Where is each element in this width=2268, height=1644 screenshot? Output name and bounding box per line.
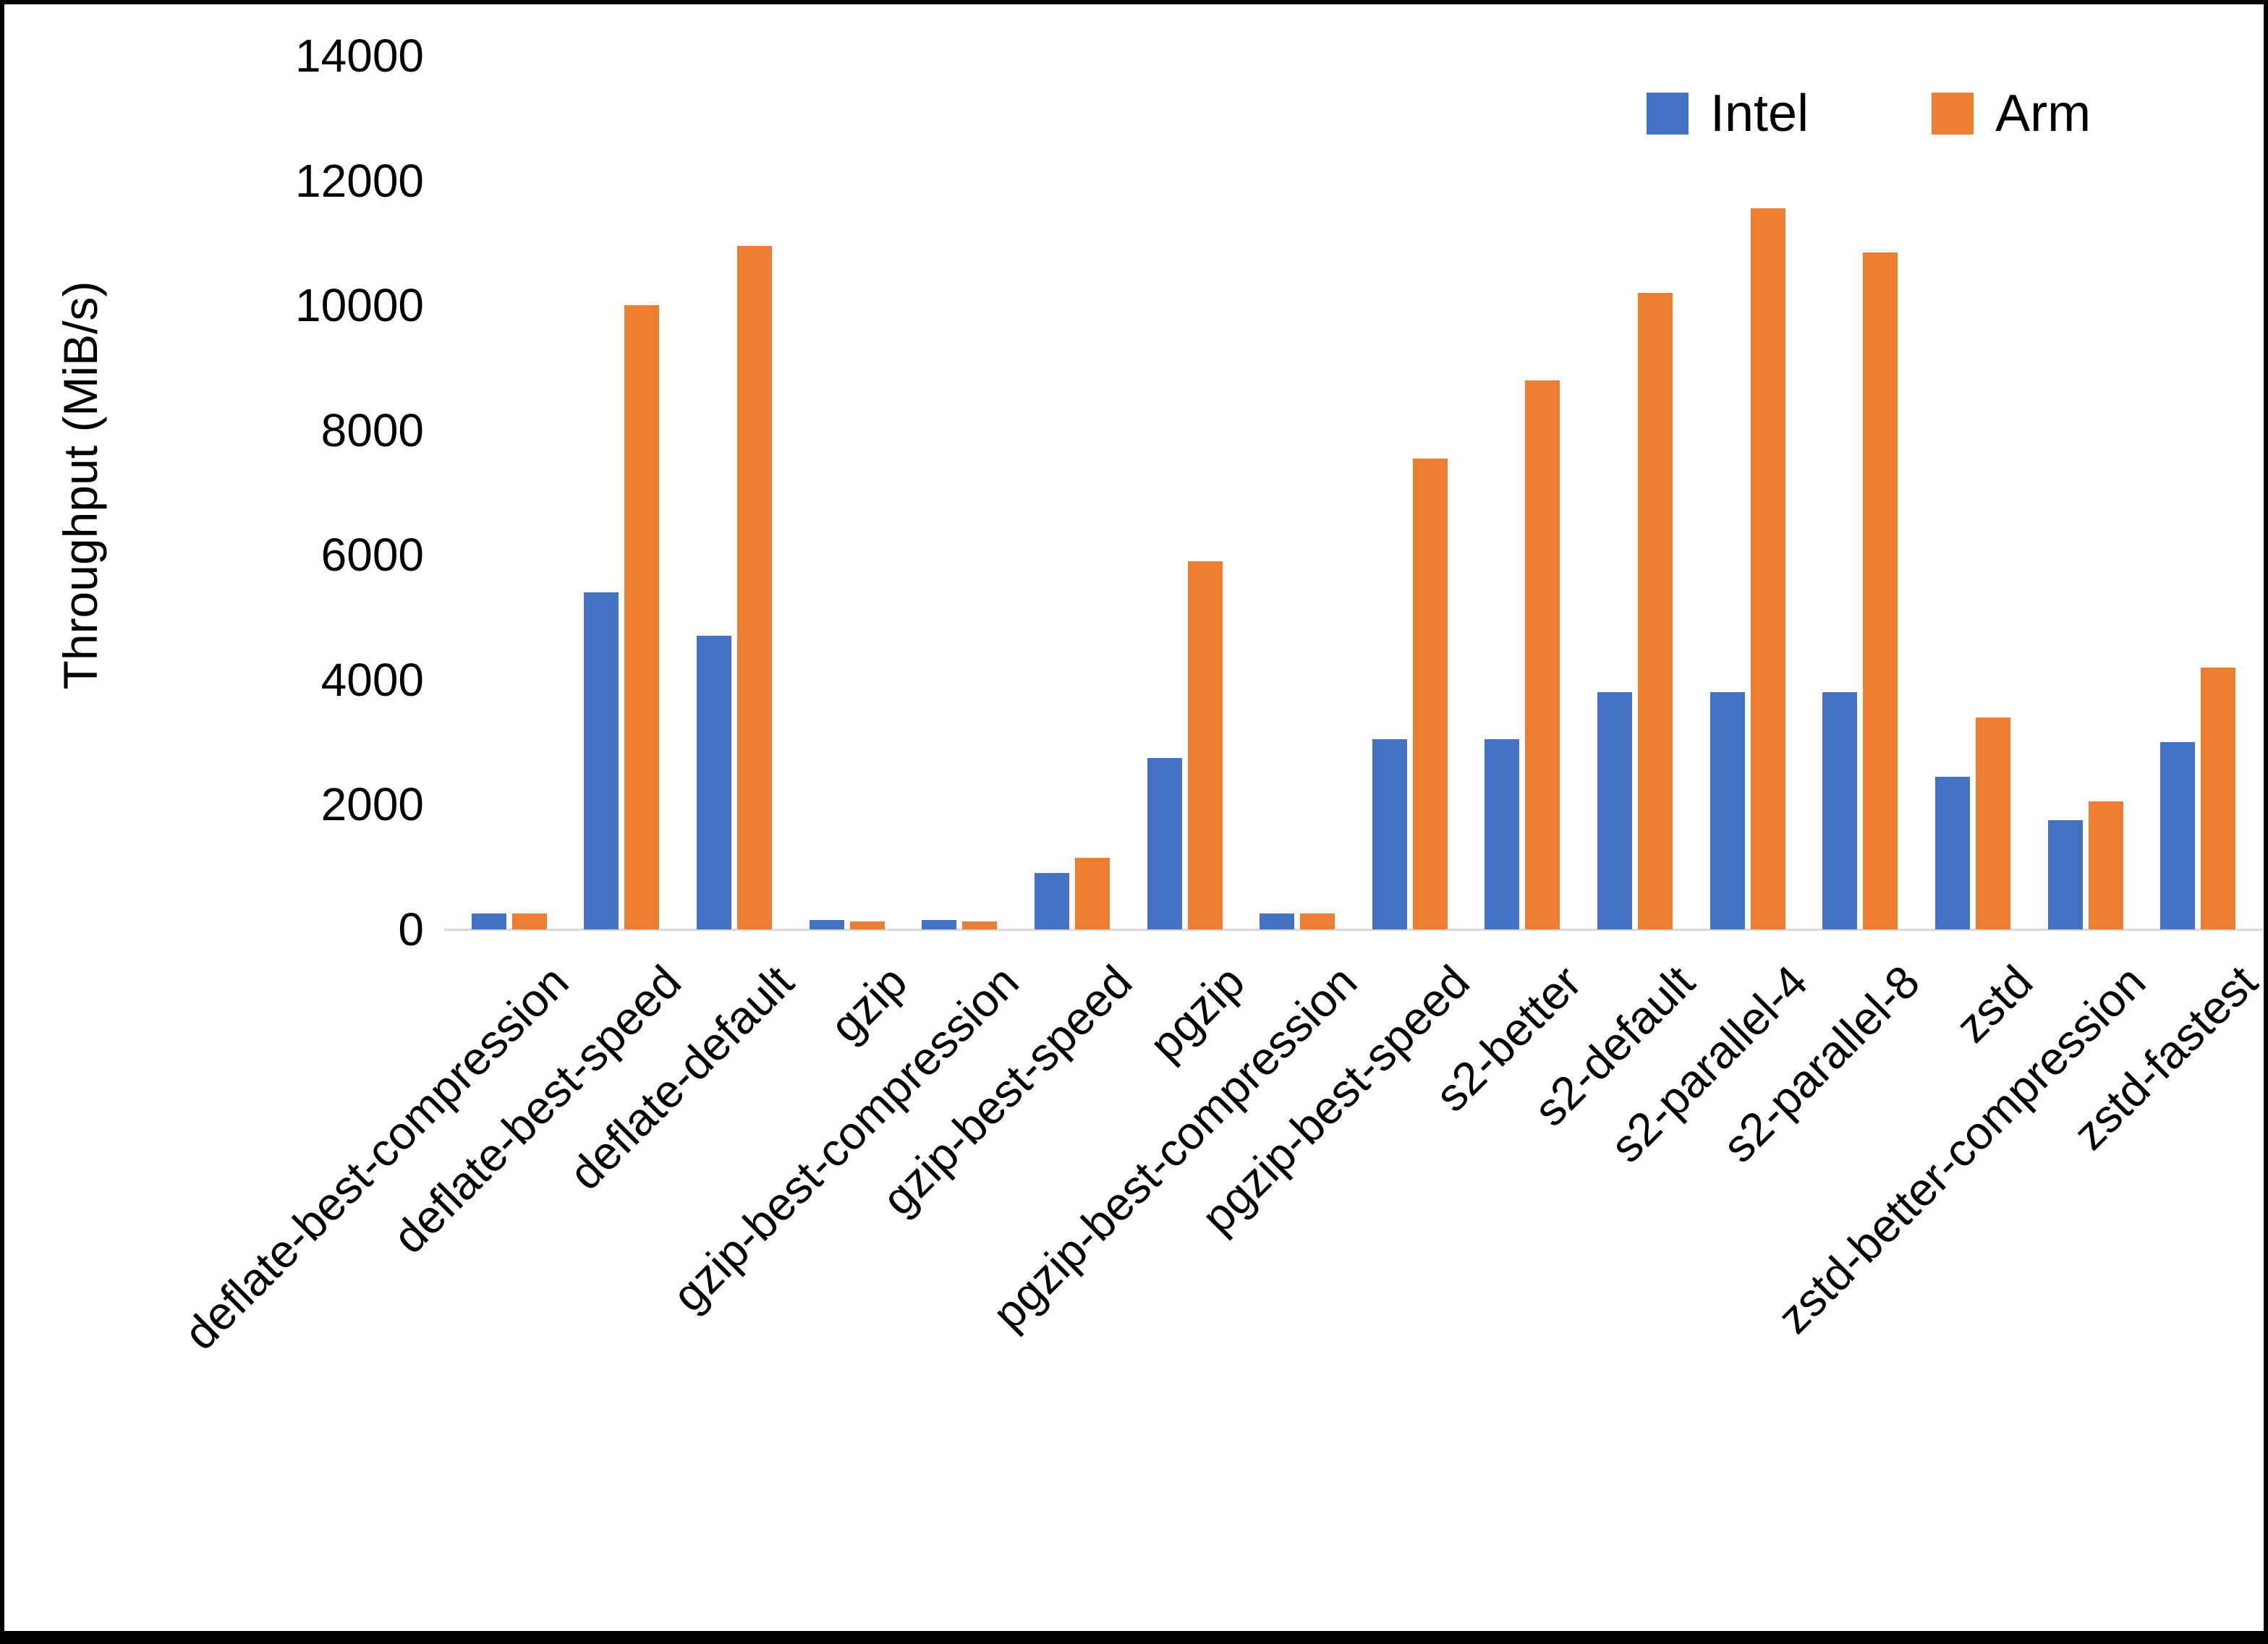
y-tick-label: 2000 xyxy=(320,778,424,830)
bar-arm-pgzip-best-compression xyxy=(1300,913,1335,929)
y-tick-label: 6000 xyxy=(320,529,424,581)
legend-item-intel: Intel xyxy=(1647,84,1809,143)
y-tick-label: 14000 xyxy=(295,30,424,82)
bar-intel-s2-default xyxy=(1597,692,1632,929)
x-axis-line xyxy=(444,929,2263,931)
intel-series-swatch xyxy=(1647,93,1689,135)
bar-intel-zstd-better-compression xyxy=(2048,820,2083,929)
bar-arm-s2-better xyxy=(1525,380,1560,929)
bar-arm-gzip-best-speed xyxy=(1075,858,1110,929)
bar-intel-zstd-fastest xyxy=(2160,742,2195,929)
y-tick-label: 0 xyxy=(398,903,424,955)
legend-item-arm: Arm xyxy=(1932,84,2091,143)
bar-intel-pgzip-best-speed xyxy=(1372,739,1407,929)
y-tick-label: 8000 xyxy=(320,404,424,456)
bar-intel-deflate-best-compression xyxy=(472,913,506,929)
bar-arm-zstd-fastest xyxy=(2201,668,2235,929)
legend-label-arm: Arm xyxy=(1995,85,2091,142)
bar-intel-gzip-best-speed xyxy=(1035,873,1069,929)
bar-intel-gzip xyxy=(810,920,844,929)
arm-series-swatch xyxy=(1932,93,1974,135)
bar-intel-deflate-best-speed xyxy=(584,592,619,929)
legend: Intel Arm xyxy=(1647,84,2091,143)
bar-arm-pgzip xyxy=(1188,561,1223,929)
x-axis-labels: deflate-best-compression deflate-best-spe… xyxy=(174,940,2264,1554)
bar-intel-deflate-default xyxy=(697,636,731,929)
bar-arm-s2-parallel-8 xyxy=(1863,252,1898,929)
bar-arm-s2-default xyxy=(1638,293,1673,929)
bar-arm-zstd xyxy=(1976,717,2010,929)
legend-label-intel: Intel xyxy=(1710,85,1809,142)
bar-intel-pgzip-best-compression xyxy=(1260,913,1294,929)
y-tick-label: 12000 xyxy=(295,155,424,207)
bar-arm-zstd-better-compression xyxy=(2089,801,2123,929)
bar-arm-gzip-best-compression xyxy=(962,921,997,929)
bar-arm-deflate-default xyxy=(737,246,772,929)
x-tick-label: zstd xyxy=(1945,955,2042,1052)
bar-intel-gzip-best-compression xyxy=(922,920,956,929)
bar-arm-deflate-best-compression xyxy=(512,913,547,929)
bar-arm-gzip xyxy=(850,921,885,929)
bar-arm-s2-parallel-4 xyxy=(1751,208,1785,929)
bar-arm-deflate-best-speed xyxy=(624,305,659,929)
x-tick-label: gzip xyxy=(819,955,917,1052)
bar-intel-zstd xyxy=(1935,777,1970,929)
y-tick-label: 10000 xyxy=(295,279,424,331)
y-tick-label: 4000 xyxy=(320,654,424,706)
bar-intel-s2-parallel-8 xyxy=(1822,692,1857,929)
y-axis-title: Throughput (MiB/s) xyxy=(54,281,107,690)
bar-intel-pgzip xyxy=(1147,758,1182,929)
plot-area xyxy=(444,56,2263,931)
bar-intel-s2-better xyxy=(1485,739,1519,929)
bar-intel-s2-parallel-4 xyxy=(1710,692,1745,929)
bar-arm-pgzip-best-speed xyxy=(1413,459,1448,929)
